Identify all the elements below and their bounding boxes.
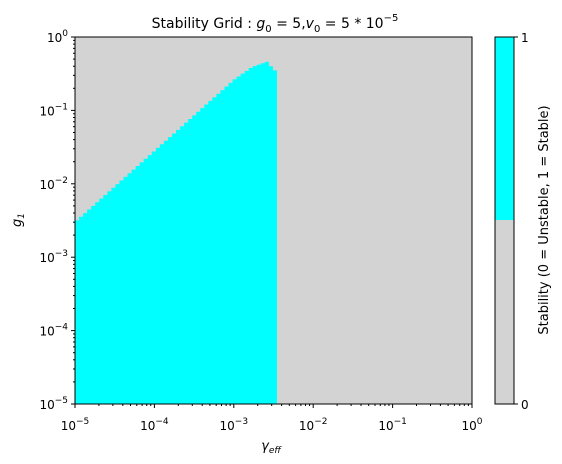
y-tick-label: 100	[47, 29, 68, 45]
x-axis-ticks: 10−5 10−4 10−3 10−2 10−1 100	[61, 404, 483, 433]
colorbar-tick-label-0: 0	[521, 398, 529, 412]
x-tick-label: 10−3	[220, 417, 249, 433]
x-tick-label: 10−5	[61, 417, 90, 433]
title-g-symbol: g	[256, 16, 265, 32]
y-label-symbol: g	[10, 219, 25, 227]
title-g-value: = 5,	[272, 16, 306, 32]
title-v-value: = 5 * 10	[320, 16, 383, 32]
x-tick-label: 100	[461, 417, 482, 433]
x-axis-label: γeff	[261, 439, 282, 456]
title-v-exponent: −5	[384, 13, 399, 24]
x-tick-label: 10−1	[378, 417, 407, 433]
y-tick-label: 10−4	[39, 323, 68, 339]
colorbar-unstable-segment	[495, 220, 514, 404]
stable-region	[75, 61, 277, 404]
colorbar-frame	[494, 36, 515, 405]
y-tick-label: 10−5	[39, 396, 68, 412]
title-g-subscript: 0	[265, 24, 271, 35]
colorbar-label: Stability (0 = Unstable, 1 = Stable)	[537, 105, 552, 334]
colorbar-tick-label-1: 1	[521, 31, 529, 45]
title-v-subscript: 0	[314, 24, 320, 35]
x-label-subscript: eff	[269, 446, 283, 456]
y-tick-label: 10−2	[39, 176, 68, 192]
x-tick-label: 10−4	[140, 417, 169, 433]
x-label-symbol: γ	[261, 439, 270, 454]
y-axis-ticks: 10−5 10−4 10−3 10−2 10−1 100	[39, 29, 75, 412]
chart-title: Stability Grid : g0 = 5,v0 = 5 * 10−5	[152, 13, 399, 35]
x-tick-label: 10−2	[299, 417, 328, 433]
colorbar-stable-segment	[495, 37, 514, 220]
title-prefix: Stability Grid :	[152, 16, 257, 32]
y-tick-label: 10−3	[39, 249, 68, 265]
y-tick-label: 10−1	[39, 102, 68, 118]
y-label-subscript: 1	[17, 213, 27, 219]
y-axis-label: g1	[10, 213, 27, 227]
title-v-symbol: v	[306, 16, 315, 32]
plot-frame	[74, 36, 473, 405]
